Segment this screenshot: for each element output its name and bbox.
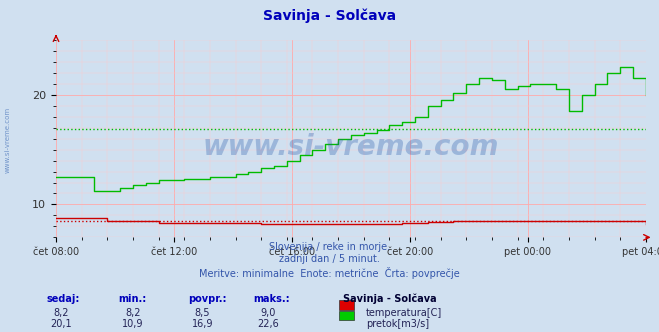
Text: Slovenija / reke in morje.: Slovenija / reke in morje.	[269, 242, 390, 252]
Text: Meritve: minimalne  Enote: metrične  Črta: povprečje: Meritve: minimalne Enote: metrične Črta:…	[199, 267, 460, 279]
Text: 9,0: 9,0	[260, 308, 276, 318]
Text: www.si-vreme.com: www.si-vreme.com	[203, 132, 499, 160]
Text: zadnji dan / 5 minut.: zadnji dan / 5 minut.	[279, 254, 380, 264]
Text: 8,2: 8,2	[53, 308, 69, 318]
Text: Savinja - Solčava: Savinja - Solčava	[343, 294, 436, 304]
Text: 20,1: 20,1	[50, 319, 71, 329]
Text: sedaj:: sedaj:	[46, 294, 80, 304]
Text: temperatura[C]: temperatura[C]	[366, 308, 442, 318]
Text: Savinja - Solčava: Savinja - Solčava	[263, 8, 396, 23]
Text: povpr.:: povpr.:	[188, 294, 226, 304]
Text: pretok[m3/s]: pretok[m3/s]	[366, 319, 429, 329]
Text: 8,2: 8,2	[125, 308, 141, 318]
Text: 16,9: 16,9	[192, 319, 213, 329]
Text: min.:: min.:	[119, 294, 147, 304]
Text: 10,9: 10,9	[123, 319, 144, 329]
Text: 8,5: 8,5	[194, 308, 210, 318]
Text: maks.:: maks.:	[254, 294, 291, 304]
Text: 22,6: 22,6	[257, 319, 279, 329]
Text: www.si-vreme.com: www.si-vreme.com	[5, 106, 11, 173]
